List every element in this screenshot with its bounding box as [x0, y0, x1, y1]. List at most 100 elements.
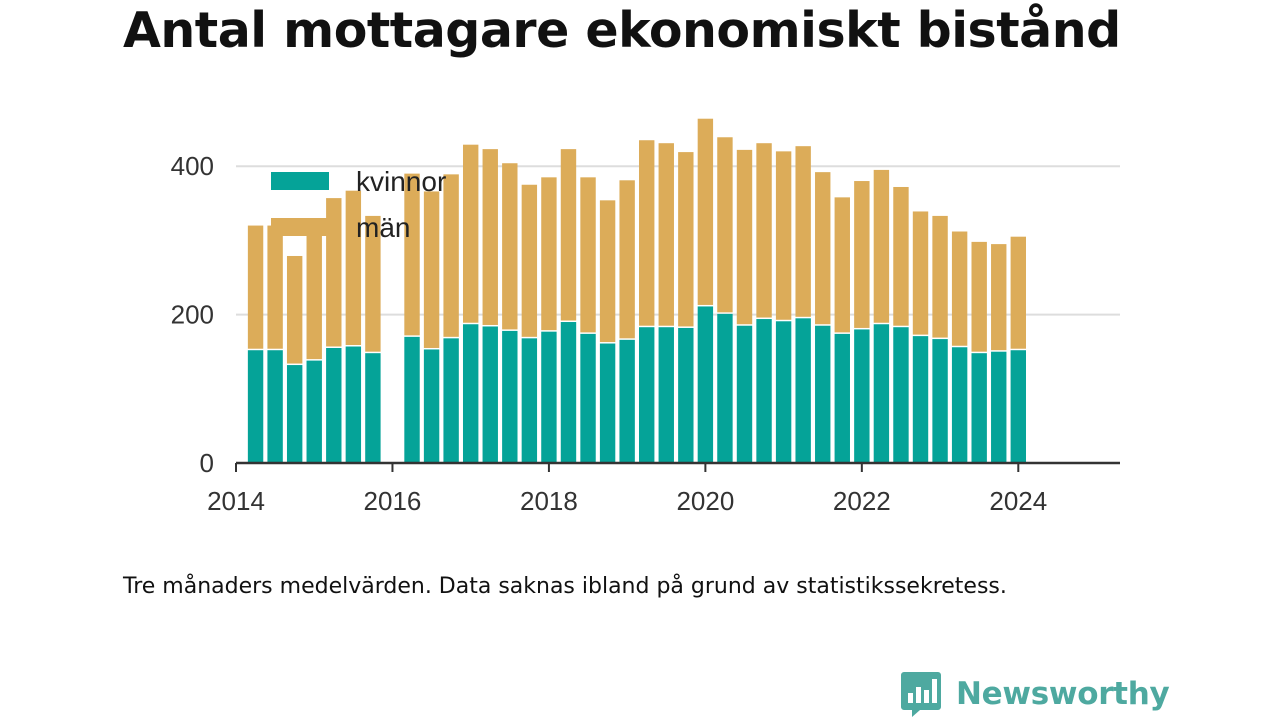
bar-man-0 — [247, 225, 264, 349]
x-tick-label-2022: 2022 — [833, 486, 891, 516]
bar-kvinnor-22 — [697, 306, 714, 463]
bar-kvinnor-20 — [658, 327, 674, 463]
bar-kvinnor-35 — [951, 347, 968, 463]
bar-man-35 — [951, 231, 968, 346]
x-tick-label-2018: 2018 — [520, 486, 578, 516]
bar-kvinnor-17 — [599, 343, 616, 463]
brand-logo: Newsworthy — [900, 668, 1170, 720]
bar-kvinnor-29 — [834, 333, 850, 463]
bar-man-2 — [286, 255, 303, 364]
x-tick-label-2024: 2024 — [989, 486, 1047, 516]
bar-man-22 — [697, 118, 714, 305]
bar-kvinnor-0 — [247, 350, 264, 463]
bar-man-30 — [854, 181, 870, 328]
bar-kvinnor-4 — [326, 347, 342, 463]
bar-man-13 — [521, 184, 538, 337]
bar-kvinnor-7 — [404, 336, 420, 463]
bar-man-7 — [404, 173, 420, 336]
bar-man-37 — [991, 244, 1007, 351]
bar-kvinnor-13 — [521, 338, 538, 463]
bar-kvinnor-11 — [482, 326, 498, 463]
bar-man-14 — [541, 177, 557, 331]
axes: 0 200 400 2014 2016 2018 2020 2022 2024 — [171, 151, 1120, 516]
bar-man-17 — [599, 200, 616, 343]
bars — [247, 118, 1026, 463]
bar-kvinnor-23 — [717, 313, 733, 463]
legend-label-man: män — [356, 212, 410, 243]
y-tick-label-200: 200 — [171, 300, 214, 330]
bar-kvinnor-26 — [775, 321, 792, 463]
bar-kvinnor-8 — [423, 349, 440, 463]
bar-kvinnor-36 — [971, 353, 987, 463]
bar-kvinnor-19 — [639, 327, 655, 463]
bar-man-8 — [423, 191, 440, 348]
bar-man-19 — [639, 140, 655, 326]
bar-man-29 — [834, 197, 850, 333]
x-tick-label-2020: 2020 — [676, 486, 734, 516]
bar-kvinnor-2 — [286, 365, 303, 463]
brand-name: Newsworthy — [956, 676, 1170, 712]
x-tick-label-2014: 2014 — [207, 486, 265, 516]
bar-kvinnor-14 — [541, 331, 557, 463]
bar-kvinnor-31 — [873, 324, 890, 463]
bar-kvinnor-10 — [462, 324, 479, 463]
bar-kvinnor-28 — [815, 325, 831, 463]
bar-man-4 — [326, 198, 342, 347]
bar-man-21 — [678, 152, 694, 327]
bar-man-38 — [1010, 236, 1026, 349]
chart-title: Antal mottagare ekonomiskt bistånd — [123, 2, 1121, 59]
bar-man-10 — [462, 144, 479, 323]
bar-kvinnor-9 — [443, 338, 459, 463]
bar-man-36 — [971, 241, 987, 352]
bar-kvinnor-24 — [736, 325, 753, 463]
bar-kvinnor-21 — [678, 327, 694, 463]
bar-kvinnor-27 — [795, 318, 811, 463]
bar-man-15 — [560, 149, 577, 321]
y-tick-label-400: 400 — [171, 151, 214, 181]
legend: kvinnor män — [271, 166, 446, 243]
bar-man-11 — [482, 149, 498, 325]
legend-swatch-kvinnor — [271, 172, 329, 190]
bar-man-26 — [775, 151, 792, 320]
bar-man-32 — [893, 186, 909, 326]
bar-man-25 — [756, 143, 772, 318]
bar-kvinnor-15 — [560, 322, 577, 463]
bar-kvinnor-32 — [893, 327, 909, 463]
bar-man-16 — [580, 177, 596, 333]
bar-man-1 — [267, 225, 283, 349]
bar-kvinnor-18 — [619, 339, 635, 463]
bar-kvinnor-38 — [1010, 350, 1026, 463]
bar-man-6 — [365, 215, 381, 352]
y-tick-label-0: 0 — [200, 448, 214, 478]
chart-footnote: Tre månaders medelvärden. Data saknas ib… — [123, 574, 1007, 599]
bar-man-31 — [873, 169, 890, 323]
bar-man-34 — [932, 215, 948, 338]
bar-kvinnor-6 — [365, 353, 381, 463]
bar-man-18 — [619, 180, 635, 339]
bar-man-20 — [658, 143, 674, 326]
bar-man-23 — [717, 137, 733, 313]
bar-man-24 — [736, 149, 753, 325]
bar-man-3 — [306, 227, 322, 360]
bar-man-28 — [815, 172, 831, 325]
legend-label-kvinnor: kvinnor — [356, 166, 446, 197]
newsworthy-logo-icon — [901, 672, 941, 717]
bar-man-33 — [912, 211, 929, 335]
bar-man-27 — [795, 146, 811, 317]
bar-kvinnor-34 — [932, 339, 948, 463]
bar-kvinnor-30 — [854, 329, 870, 463]
bar-man-5 — [345, 190, 362, 346]
bar-kvinnor-3 — [306, 360, 322, 463]
bar-man-12 — [502, 163, 518, 330]
legend-swatch-man — [271, 218, 329, 236]
x-tick-label-2016: 2016 — [364, 486, 422, 516]
bar-man-9 — [443, 174, 459, 337]
bar-kvinnor-5 — [345, 346, 362, 463]
bar-kvinnor-37 — [991, 351, 1007, 463]
bar-kvinnor-16 — [580, 333, 596, 463]
bar-kvinnor-33 — [912, 336, 929, 463]
bar-kvinnor-25 — [756, 319, 772, 463]
bar-kvinnor-1 — [267, 350, 283, 463]
bar-kvinnor-12 — [502, 330, 518, 463]
